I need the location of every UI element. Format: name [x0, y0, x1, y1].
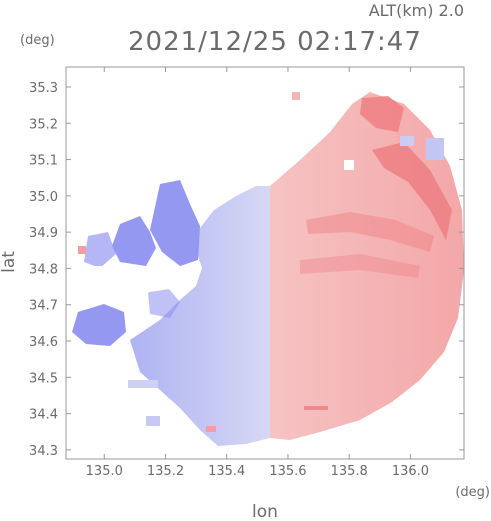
x-tick-label: 135.8 [331, 464, 368, 479]
x-tick-label: 135.0 [86, 464, 123, 479]
plot-frame [65, 66, 465, 460]
chart-title: 2021/12/25 02:17:47 [128, 27, 422, 57]
altitude-label: ALT(km) 2.0 [369, 1, 464, 20]
y-axis-ticks: 34.3 34.4 34.5 34.6 34.7 34.8 34.9 35.0 35.1 35.2… [29, 81, 464, 459]
echo-region-negative [130, 186, 270, 446]
y-tick-label: 34.6 [29, 335, 58, 350]
radar-echo-field [66, 92, 464, 446]
no-echo-gap [66, 266, 190, 300]
y-tick-label: 35.3 [29, 81, 58, 96]
echo-region-negative-strong [72, 180, 200, 346]
echo-region-positive-strong [300, 96, 452, 278]
y-tick-label: 35.1 [29, 154, 58, 169]
x-axis-label: lon [252, 502, 278, 521]
y-unit-label: (deg) [20, 33, 55, 48]
y-tick-label: 34.9 [29, 226, 58, 241]
x-tick-label: 135.4 [208, 464, 245, 479]
y-tick-label: 34.3 [29, 444, 58, 459]
y-tick-label: 34.7 [29, 299, 58, 314]
y-tick-label: 34.5 [29, 371, 58, 386]
y-tick-label: 34.4 [29, 408, 58, 423]
y-tick-label: 35.0 [29, 190, 58, 205]
x-tick-label: 135.2 [147, 464, 184, 479]
echo-speckles [78, 92, 444, 432]
y-tick-label: 35.2 [29, 117, 58, 132]
x-unit-label: (deg) [455, 485, 490, 500]
x-tick-label: 135.6 [269, 464, 306, 479]
x-axis-ticks: 135.0 135.2 135.4 135.6 135.8 136.0 [86, 67, 429, 479]
y-axis-label: lat [0, 251, 19, 273]
y-tick-label: 34.8 [29, 262, 58, 277]
x-tick-label: 136.0 [392, 464, 429, 479]
